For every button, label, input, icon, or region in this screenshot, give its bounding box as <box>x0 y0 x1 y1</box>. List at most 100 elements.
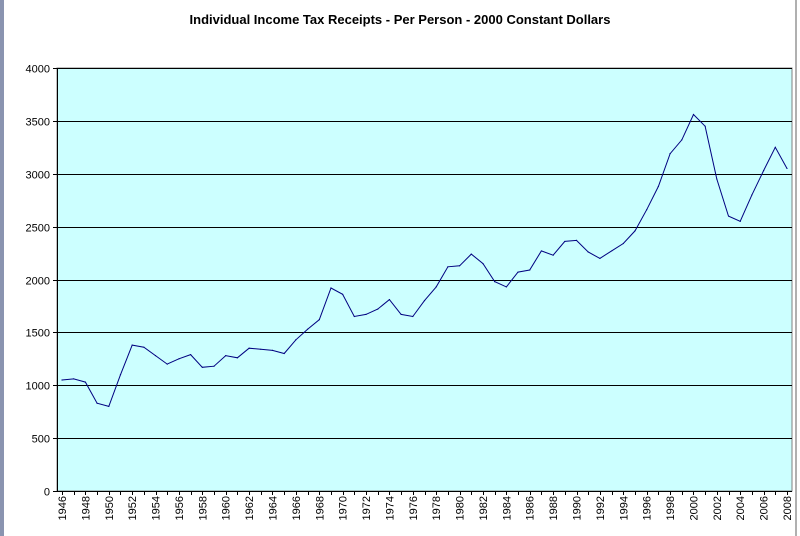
data-point <box>774 146 776 148</box>
data-point <box>447 266 449 268</box>
data-point <box>190 353 192 356</box>
data-point <box>166 363 168 365</box>
y-tick-label: 2000 <box>26 276 50 288</box>
data-point <box>377 308 379 310</box>
x-tick-label: 1960 <box>221 496 233 520</box>
x-tick-label: 1980 <box>455 496 467 520</box>
data-point <box>61 379 63 381</box>
data-point <box>400 313 402 315</box>
data-point <box>692 113 695 116</box>
x-tick-label: 2006 <box>759 496 771 520</box>
x-tick-label: 1948 <box>80 496 92 520</box>
data-point <box>529 269 531 271</box>
data-point <box>283 352 285 355</box>
data-point <box>342 293 344 295</box>
data-point <box>470 253 472 255</box>
plot-area <box>56 67 793 492</box>
data-point <box>248 347 250 349</box>
data-point <box>178 358 180 360</box>
x-tick-label: 1954 <box>151 496 163 520</box>
x-tick-label: 1958 <box>197 496 209 520</box>
x-tick-label: 1998 <box>665 496 677 520</box>
data-point <box>704 125 706 127</box>
y-tick-label: 500 <box>32 434 50 446</box>
data-point <box>330 287 332 289</box>
x-tick-label: 2000 <box>688 496 700 520</box>
data-point <box>552 254 554 256</box>
x-tick-label: 1964 <box>267 496 279 520</box>
x-tick-label: 1950 <box>104 496 116 520</box>
data-point <box>73 378 75 380</box>
data-point <box>657 185 659 188</box>
data-point <box>154 355 157 357</box>
y-tick-label: 2500 <box>26 223 50 235</box>
data-point <box>458 265 461 267</box>
y-tick-label: 0 <box>44 487 50 499</box>
data-point <box>646 209 648 211</box>
data-point <box>306 328 309 330</box>
x-tick-label: 1974 <box>384 496 396 520</box>
data-point <box>727 215 730 217</box>
data-point <box>365 313 367 315</box>
x-tick-label: 1986 <box>525 496 537 520</box>
data-point <box>540 250 543 252</box>
data-point <box>260 348 262 350</box>
data-point <box>236 357 239 359</box>
x-tick-label: 1988 <box>548 496 560 520</box>
x-tick-label: 1978 <box>431 496 443 520</box>
window-edge <box>0 0 4 536</box>
x-tick-label: 1990 <box>572 496 584 520</box>
window-edge-right <box>795 0 797 536</box>
data-point <box>201 366 203 368</box>
data-point <box>435 286 437 288</box>
x-tick-label: 1968 <box>314 496 326 520</box>
x-tick-label: 1994 <box>618 496 630 520</box>
y-tick-label: 1000 <box>26 381 50 393</box>
y-tick-label: 1500 <box>26 328 50 340</box>
data-point <box>271 349 274 351</box>
x-tick-label: 1946 <box>57 496 69 520</box>
data-point <box>482 263 484 265</box>
x-tick-label: 1952 <box>127 496 139 520</box>
data-point <box>716 178 718 180</box>
x-tick-label: 2004 <box>735 496 747 520</box>
data-point <box>412 315 414 318</box>
data-point <box>517 271 519 273</box>
data-point <box>108 405 110 407</box>
data-point <box>622 242 624 245</box>
data-point <box>388 298 391 301</box>
x-tick-label: 1982 <box>478 496 490 520</box>
x-tick-label: 1956 <box>174 496 186 520</box>
data-point <box>143 346 145 348</box>
chart-title: Individual Income Tax Receipts - Per Per… <box>189 12 611 27</box>
data-point <box>751 194 753 196</box>
data-point <box>225 355 227 357</box>
data-point <box>587 251 589 253</box>
data-point <box>96 402 98 404</box>
x-tick-label: 1996 <box>642 496 654 520</box>
x-tick-label: 1992 <box>595 496 607 520</box>
data-point <box>763 169 765 172</box>
x-tick-label: 1970 <box>338 496 350 520</box>
data-point <box>213 365 215 367</box>
data-point <box>318 319 320 321</box>
x-tick-label: 2002 <box>712 496 724 520</box>
data-point <box>786 167 788 170</box>
data-point <box>564 240 566 243</box>
data-point <box>599 257 601 259</box>
data-point <box>575 239 578 241</box>
data-point <box>423 300 426 302</box>
y-tick-label: 4000 <box>26 64 50 76</box>
x-tick-label: 1984 <box>501 496 513 520</box>
x-tick-label: 2008 <box>782 496 794 520</box>
data-point <box>505 286 507 288</box>
y-tick-label: 3000 <box>26 170 50 182</box>
data-point <box>119 374 122 376</box>
y-tick-label: 3500 <box>26 117 50 129</box>
data-point <box>353 315 355 318</box>
x-tick-label: 1966 <box>291 496 303 520</box>
data-point <box>295 339 297 341</box>
x-tick-label: 1962 <box>244 496 256 520</box>
data-point <box>669 153 671 155</box>
